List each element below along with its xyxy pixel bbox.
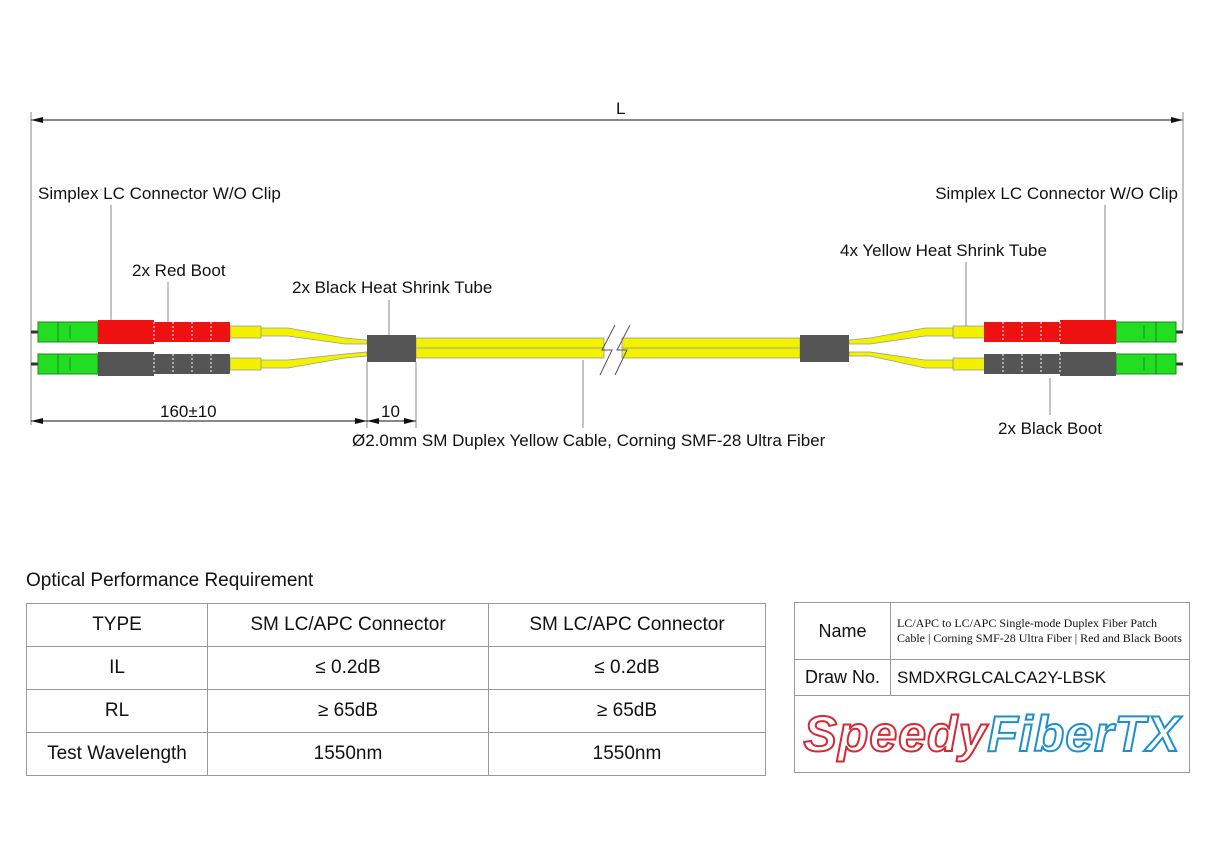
- length-label: L: [616, 99, 626, 118]
- cable-break-icon: [599, 324, 631, 376]
- cell: 1550nm: [488, 732, 766, 776]
- shrink-dimension-label: 10: [381, 402, 400, 421]
- name-label: Name: [794, 602, 891, 660]
- cable-label: Ø2.0mm SM Duplex Yellow Cable, Corning S…: [352, 431, 826, 450]
- cell: IL: [26, 646, 208, 690]
- black-heat-shrink-right: [800, 335, 849, 362]
- logo-speedy: Speedy: [803, 705, 988, 763]
- company-logo: SpeedyFiberTX: [794, 695, 1190, 773]
- draw-no-label: Draw No.: [794, 659, 891, 696]
- cell: SM LC/APC Connector: [488, 603, 766, 647]
- right-connector-label: Simplex LC Connector W/O Clip: [935, 184, 1178, 203]
- cell: 1550nm: [207, 732, 489, 776]
- left-connector-bottom: [29, 351, 231, 377]
- draw-no-value: SMDXRGLCALCA2Y-LBSK: [890, 659, 1190, 696]
- yellow-heat-shrink-label: 4x Yellow Heat Shrink Tube: [840, 241, 1047, 260]
- cell: TYPE: [26, 603, 208, 647]
- performance-title: Optical Performance Requirement: [26, 570, 314, 591]
- logo-fibertx: FiberTX: [986, 705, 1181, 763]
- left-connector-label: Simplex LC Connector W/O Clip: [38, 184, 281, 203]
- right-connector-bottom: [983, 351, 1185, 377]
- performance-table: TYPE SM LC/APC Connector SM LC/APC Connect…: [26, 603, 766, 776]
- table-row: TYPE SM LC/APC Connector SM LC/APC Connect…: [26, 603, 766, 647]
- length-dimension: [30, 112, 1184, 425]
- table-row: Test Wavelength 1550nm 1550nm: [26, 732, 766, 776]
- cell: SM LC/APC Connector: [207, 603, 489, 647]
- cell: RL: [26, 689, 208, 733]
- cell: ≤ 0.2dB: [488, 646, 766, 690]
- cell: ≤ 0.2dB: [207, 646, 489, 690]
- right-connector-top: [983, 319, 1185, 345]
- table-row: IL ≤ 0.2dB ≤ 0.2dB: [26, 646, 766, 690]
- title-block: Name LC/APC to LC/APC Single-mode Duplex …: [794, 602, 1190, 773]
- cell: ≥ 65dB: [488, 689, 766, 733]
- yellow-cable: [229, 325, 986, 371]
- leader-lines: [110, 205, 1106, 428]
- black-heat-shrink-label: 2x Black Heat Shrink Tube: [292, 278, 493, 297]
- black-heat-shrink-left: [367, 335, 416, 362]
- cell: ≥ 65dB: [207, 689, 489, 733]
- cell: Test Wavelength: [26, 732, 208, 776]
- name-value: LC/APC to LC/APC Single-mode Duplex Fibe…: [890, 602, 1190, 660]
- left-connector-top: [29, 319, 231, 345]
- breakout-dimension-label: 160±10: [160, 402, 217, 421]
- black-boot-label: 2x Black Boot: [998, 419, 1102, 438]
- red-boot-label: 2x Red Boot: [132, 261, 226, 280]
- table-row: RL ≥ 65dB ≥ 65dB: [26, 689, 766, 733]
